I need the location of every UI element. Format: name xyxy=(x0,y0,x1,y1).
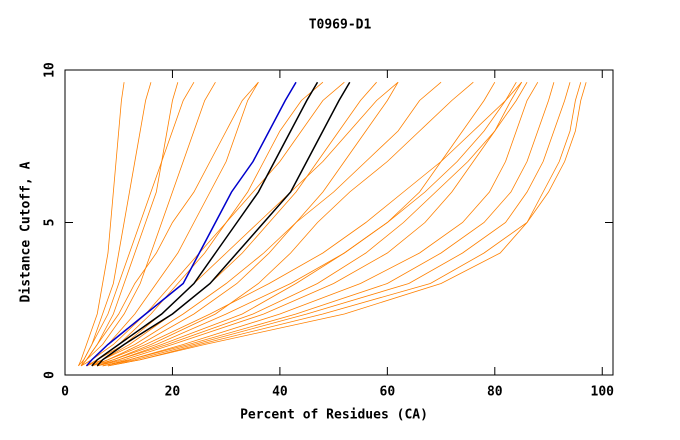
series-line xyxy=(80,81,259,367)
x-tick-label: 40 xyxy=(272,385,288,400)
series-line xyxy=(107,82,587,367)
series-line xyxy=(80,81,345,367)
series-line xyxy=(107,82,582,367)
series-line xyxy=(96,81,351,367)
series-line xyxy=(91,81,377,367)
series-line xyxy=(91,81,474,367)
series-line xyxy=(97,81,523,367)
x-tick-label: 20 xyxy=(165,385,181,400)
series-line xyxy=(78,82,125,367)
series-line xyxy=(85,81,297,367)
series-line xyxy=(91,81,399,367)
x-tick-label: 0 xyxy=(61,385,69,400)
y-axis-label: Distance Cutoff, A xyxy=(19,161,34,302)
series-line xyxy=(97,81,517,367)
series-line xyxy=(80,81,216,367)
series-line xyxy=(78,81,195,367)
series-line xyxy=(91,81,319,367)
series-line xyxy=(97,81,528,367)
series-line xyxy=(91,81,522,367)
x-axis-label: Percent of Residues (CA) xyxy=(240,408,428,423)
y-tick-label: 5 xyxy=(43,219,58,227)
y-tick-label: 10 xyxy=(43,62,58,78)
series-line xyxy=(102,81,539,367)
y-tick-label: 0 xyxy=(43,371,58,379)
series-line xyxy=(80,82,179,367)
series-line xyxy=(102,82,555,367)
series-line xyxy=(80,82,152,367)
series-line xyxy=(102,82,571,367)
x-tick-label: 100 xyxy=(591,385,615,400)
chart-title: T0969-D1 xyxy=(309,18,372,33)
series-line xyxy=(86,81,442,367)
x-tick-label: 80 xyxy=(487,385,503,400)
x-tick-label: 60 xyxy=(380,385,396,400)
